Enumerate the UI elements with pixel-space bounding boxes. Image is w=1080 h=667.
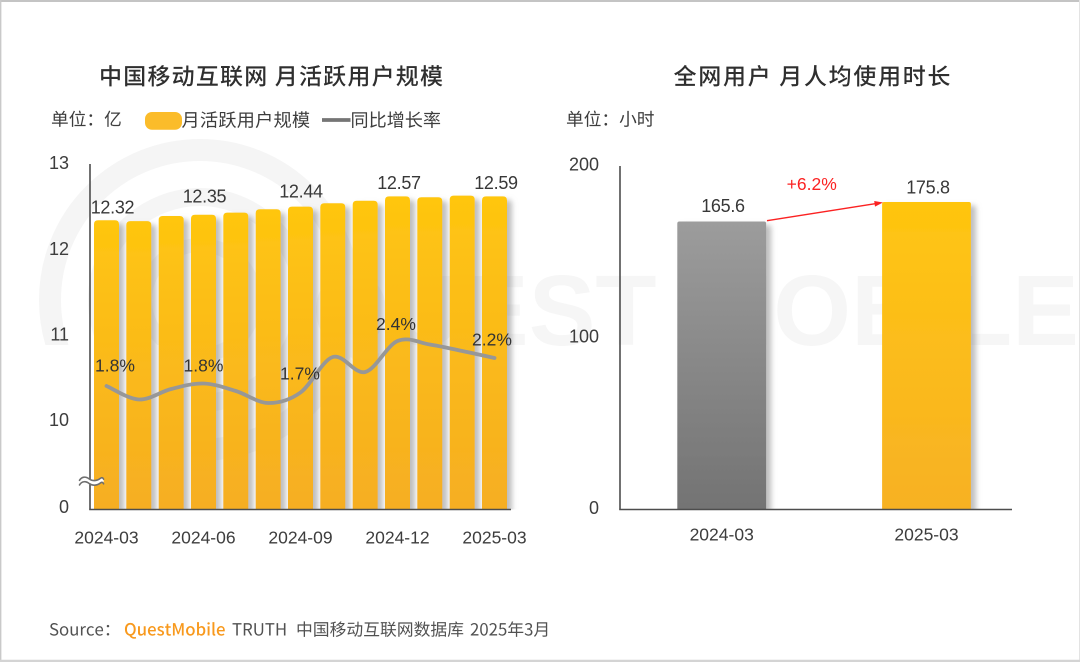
svg-text:11: 11 — [50, 325, 69, 345]
svg-text:1.8%: 1.8% — [95, 356, 135, 376]
svg-text:2.4%: 2.4% — [376, 314, 416, 334]
svg-text:200: 200 — [569, 154, 599, 174]
svg-text:2025-03: 2025-03 — [462, 528, 526, 548]
svg-text:2024-03: 2024-03 — [690, 525, 754, 545]
svg-text:2024-09: 2024-09 — [268, 528, 332, 548]
svg-text:175.8: 175.8 — [906, 178, 950, 198]
svg-text:+6.2%: +6.2% — [787, 174, 837, 194]
svg-text:12.32: 12.32 — [91, 198, 135, 218]
svg-text:2024-06: 2024-06 — [171, 528, 235, 548]
svg-text:165.6: 165.6 — [701, 196, 745, 216]
svg-text:12.35: 12.35 — [183, 187, 227, 207]
svg-text:12.57: 12.57 — [377, 173, 421, 193]
svg-text:12.59: 12.59 — [474, 173, 518, 193]
svg-text:0: 0 — [59, 497, 69, 517]
svg-text:13: 13 — [49, 153, 69, 173]
svg-text:1.8%: 1.8% — [184, 356, 224, 376]
svg-text:12.44: 12.44 — [279, 182, 323, 202]
svg-text:2024-12: 2024-12 — [365, 528, 429, 548]
svg-text:2025-03: 2025-03 — [894, 525, 958, 545]
svg-text:12: 12 — [49, 239, 69, 259]
svg-text:2024-03: 2024-03 — [74, 528, 138, 548]
svg-text:10: 10 — [49, 410, 69, 430]
svg-text:100: 100 — [569, 326, 599, 346]
svg-text:2.2%: 2.2% — [472, 330, 512, 350]
svg-text:1.7%: 1.7% — [280, 364, 320, 384]
svg-text:0: 0 — [589, 498, 599, 518]
